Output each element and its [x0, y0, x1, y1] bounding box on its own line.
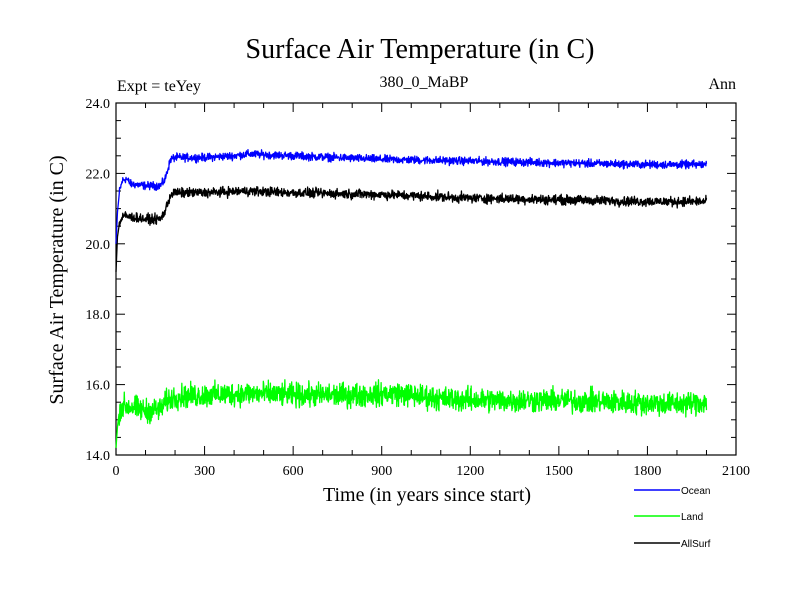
y-tick-label: 20.0	[86, 238, 111, 253]
y-tick-label: 16.0	[86, 379, 111, 394]
y-tick-label: 24.0	[86, 97, 111, 112]
legend: Ocean Land AllSurf	[634, 486, 711, 550]
series-line-land	[115, 379, 708, 449]
x-axis-label: Time (in years since start)	[323, 484, 531, 506]
x-tick-label: 1800	[633, 464, 661, 479]
x-tick-label: 300	[194, 464, 215, 479]
legend-label-allsurf: AllSurf	[681, 539, 711, 550]
x-tick-label: 1500	[545, 464, 573, 479]
chart-subtitle: 380_0_MaBP	[380, 74, 469, 91]
x-axis: 0 300 600 900 1200 1500 1800 2100	[113, 103, 750, 479]
y-axis-label: Surface Air Temperature (in C)	[46, 155, 68, 404]
x-tick-label: 600	[283, 464, 304, 479]
y-tick-label: 14.0	[86, 449, 111, 464]
series-layer	[115, 148, 708, 449]
period-label: Ann	[708, 76, 736, 93]
x-tick-label: 2100	[722, 464, 750, 479]
x-tick-label: 1200	[456, 464, 484, 479]
chart-title: Surface Air Temperature (in C)	[246, 34, 595, 65]
x-tick-label: 0	[113, 464, 120, 479]
y-tick-label: 22.0	[86, 167, 111, 182]
legend-label-land: Land	[681, 512, 703, 523]
y-axis: 14.0 16.0 18.0 20.0 22.0 24.0	[86, 97, 736, 464]
x-tick-label: 900	[371, 464, 392, 479]
series-line-ocean	[115, 148, 708, 244]
legend-label-ocean: Ocean	[681, 486, 710, 497]
experiment-label: Expt = teYey	[117, 78, 201, 95]
y-tick-label: 18.0	[86, 308, 111, 323]
series-line-allsurf	[115, 185, 708, 272]
